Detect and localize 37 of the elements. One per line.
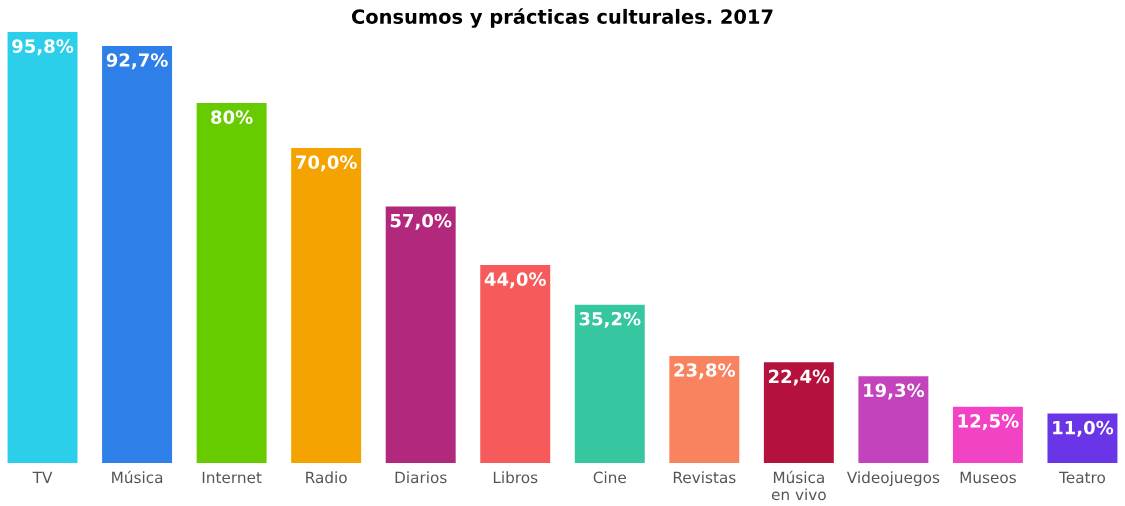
data-label: 35,2% [579, 311, 641, 328]
bar [385, 206, 456, 463]
x-tick-label: TV [32, 471, 53, 483]
bar [480, 265, 551, 463]
data-label: 22,4% [768, 369, 830, 386]
data-label: 12,5% [958, 414, 1019, 430]
bar [1047, 413, 1118, 463]
x-tick-label: Radio [306, 471, 347, 484]
data-label: 11,0% [1053, 420, 1114, 437]
x-tick-label: Internet [202, 471, 262, 484]
x-tick-label: Cine [593, 471, 626, 484]
data-label: 19,3% [864, 383, 925, 400]
bar [669, 355, 740, 463]
bar [952, 406, 1023, 463]
x-tick-label: Videojuegos [846, 471, 940, 487]
chart-title: Consumos y prácticas culturales. 2017 [351, 8, 773, 28]
data-label: 92,7% [106, 53, 168, 70]
x-tick-label: Museos [960, 471, 1016, 484]
bar [763, 362, 834, 463]
x-tick-label: Teatro [1059, 471, 1106, 484]
bar [196, 103, 267, 463]
data-label: 70,0% [296, 155, 357, 172]
data-label: 44,0% [484, 272, 546, 289]
bar [291, 148, 362, 463]
bar [7, 32, 78, 463]
x-tick-label: Música en vivo [771, 470, 826, 501]
data-label: 80% [211, 110, 253, 124]
data-label: 57,0% [390, 213, 452, 230]
data-label: 23,8% [674, 363, 736, 380]
x-tick-label: Diarios [395, 471, 447, 484]
bar [858, 376, 929, 463]
bar [574, 304, 645, 463]
bar [102, 45, 173, 463]
x-tick-label: Música [112, 470, 163, 484]
data-label: 95,8% [12, 39, 74, 56]
x-tick-label: Libros [493, 471, 538, 484]
x-tick-label: Revistas [673, 471, 736, 484]
